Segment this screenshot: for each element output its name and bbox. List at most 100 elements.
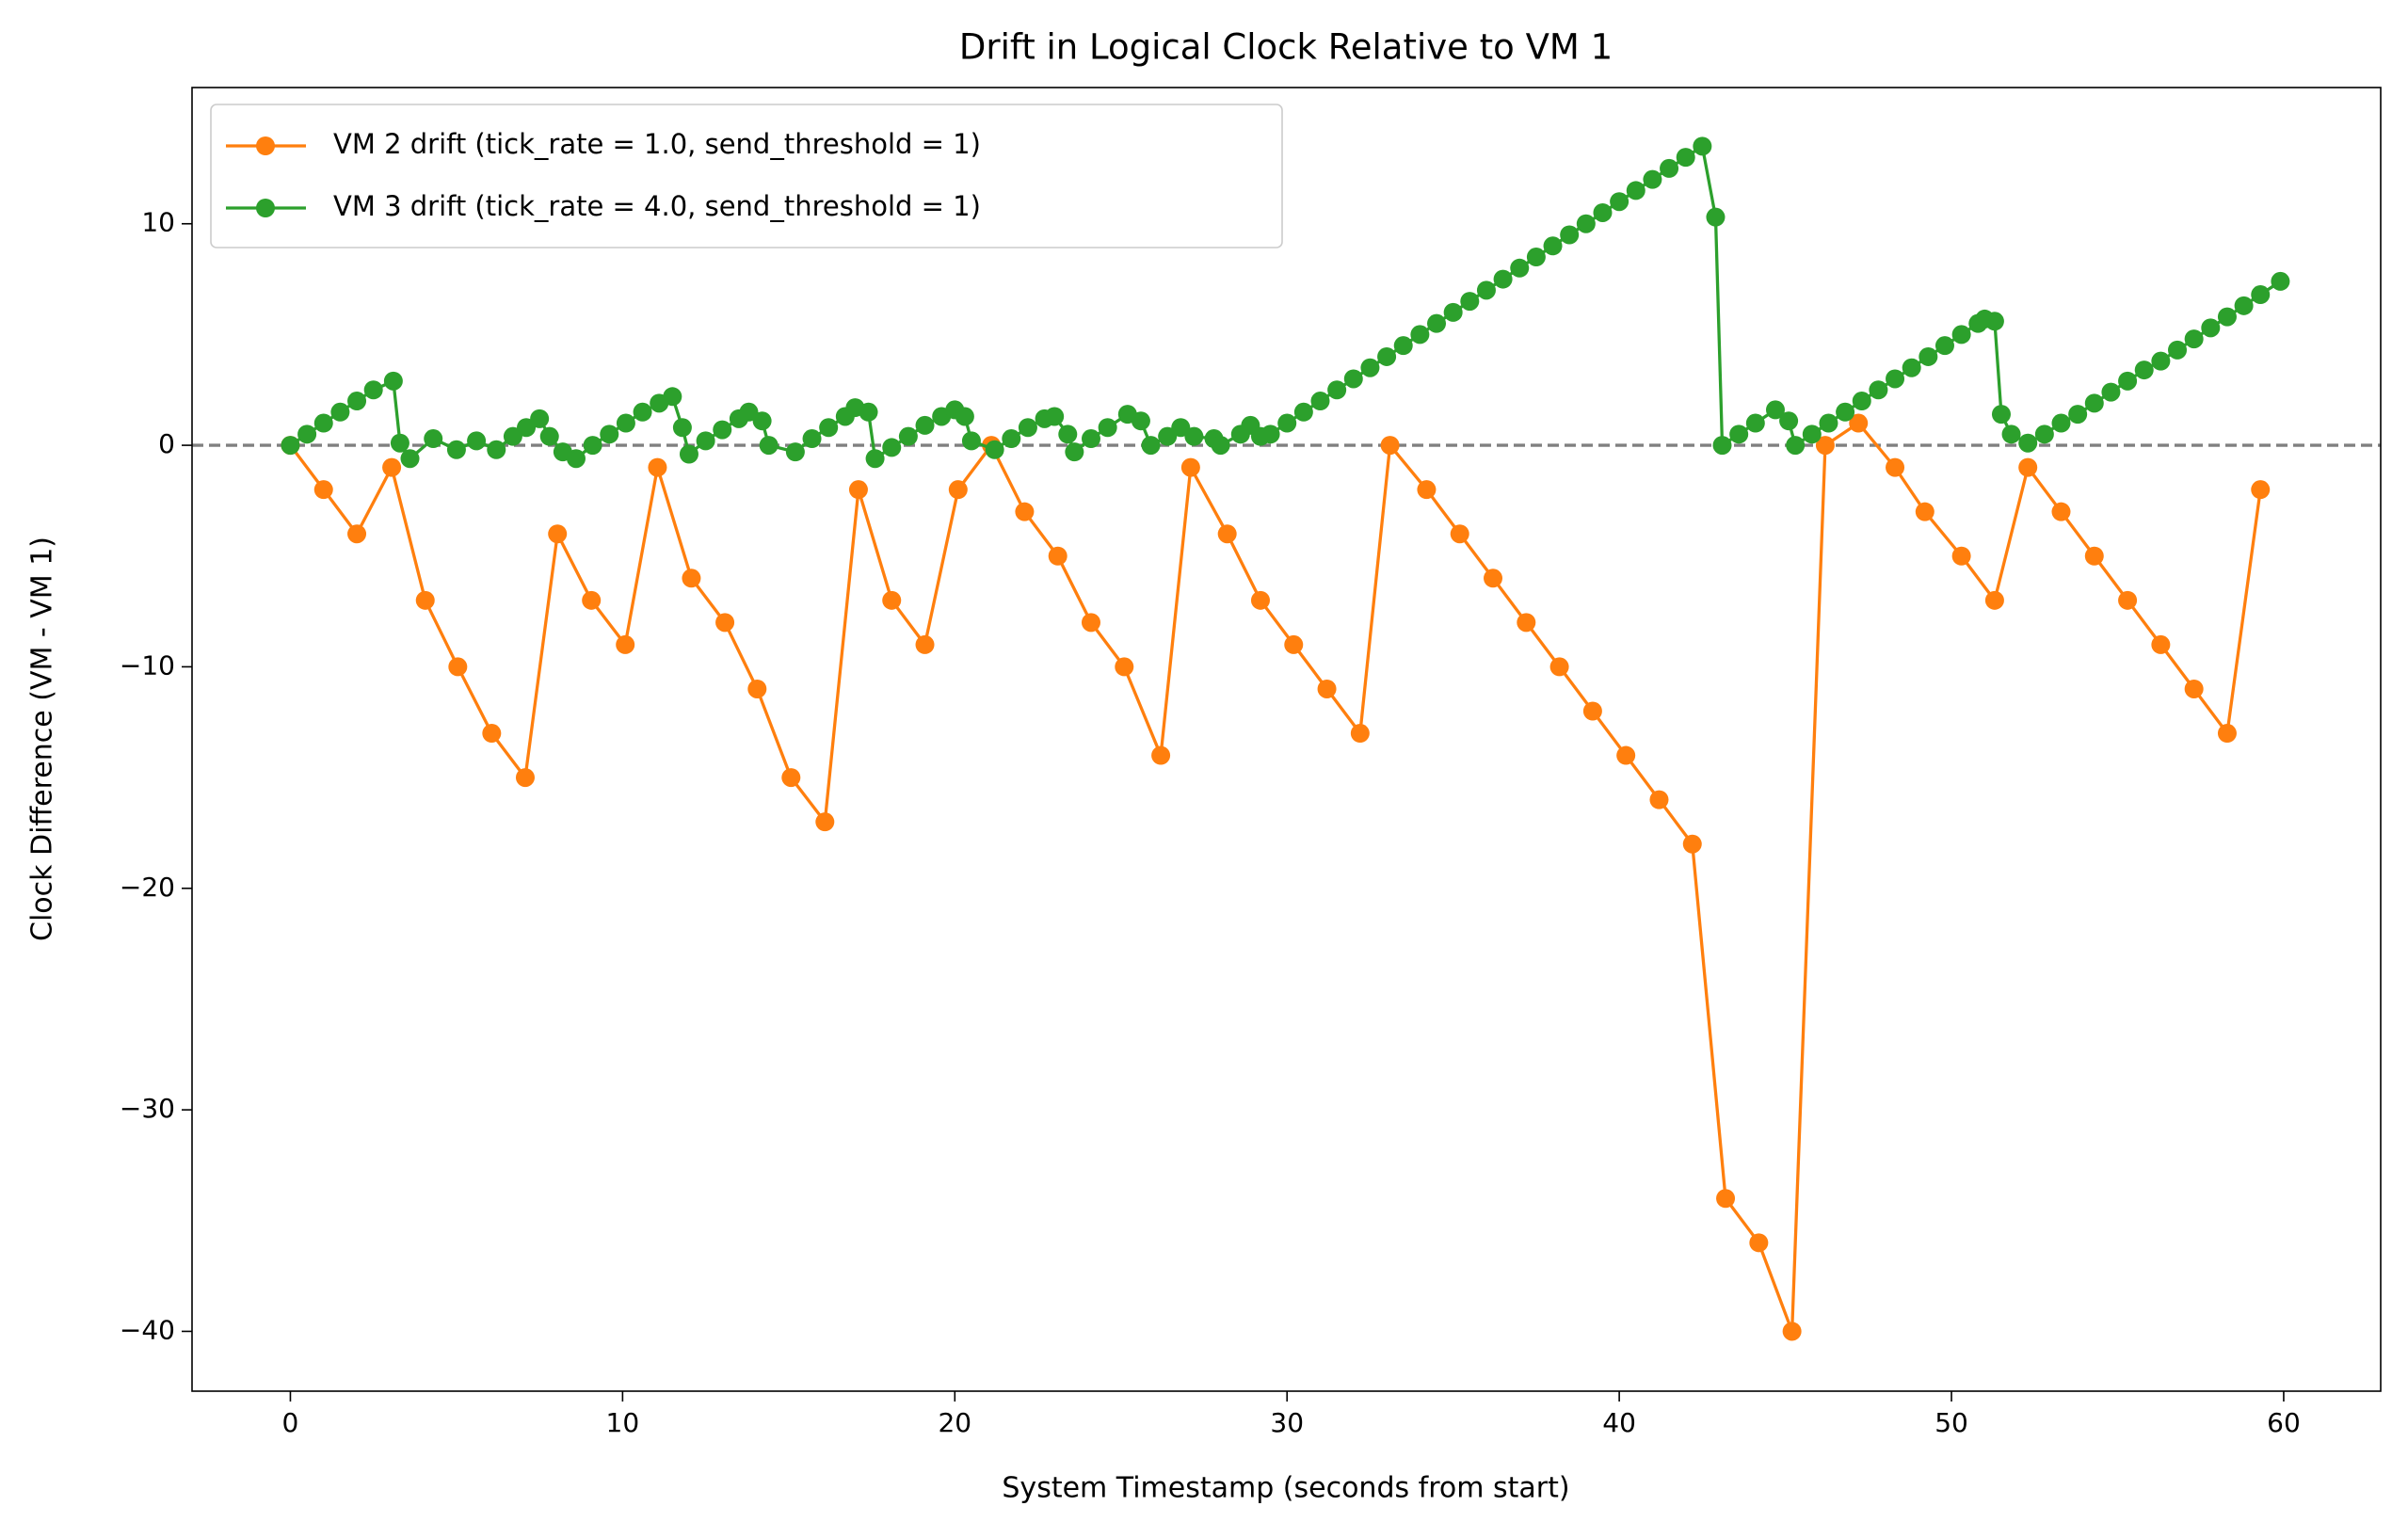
data-point [1934, 336, 1954, 356]
data-point [1460, 292, 1480, 312]
data-point [1131, 411, 1150, 431]
data-point [672, 418, 692, 438]
data-point [1819, 413, 1838, 433]
data-point [739, 402, 759, 422]
data-point [530, 409, 550, 428]
data-point [898, 426, 918, 446]
data-point [297, 425, 317, 444]
data-point [915, 415, 935, 435]
data-point [1427, 313, 1447, 333]
data-point [616, 634, 635, 654]
data-point [2084, 393, 2104, 413]
data-point [1002, 429, 1021, 449]
data-point [679, 444, 698, 464]
data-point [1836, 402, 1855, 422]
data-point [2068, 405, 2088, 425]
data-point [1593, 202, 1613, 222]
data-point [1576, 214, 1596, 233]
data-point [1098, 418, 1117, 438]
x-tick-label: 60 [2267, 1407, 2301, 1438]
data-point [2271, 271, 2290, 291]
data-point [448, 657, 468, 677]
x-tick-label: 30 [1270, 1407, 1304, 1438]
data-point [648, 457, 667, 477]
data-point [1493, 269, 1513, 289]
data-point [1951, 325, 1971, 344]
data-point [1158, 426, 1178, 446]
data-point [1250, 590, 1270, 610]
data-point [1984, 590, 2004, 610]
data-point [1852, 392, 1871, 411]
data-point [347, 524, 367, 544]
data-point [752, 411, 772, 431]
data-point [955, 407, 974, 426]
data-point [1682, 834, 1702, 854]
data-point [487, 440, 506, 459]
data-point [915, 634, 935, 654]
data-point [2151, 634, 2171, 654]
data-point [1293, 402, 1313, 422]
legend-box [210, 104, 1283, 248]
data-point [633, 402, 652, 422]
data-point [1676, 148, 1695, 168]
data-point [313, 413, 333, 433]
data-point [583, 436, 602, 456]
data-point [382, 457, 402, 477]
data-point [802, 429, 822, 449]
data-point [1484, 569, 1503, 588]
data-point [330, 402, 350, 422]
data-point [1543, 236, 1563, 256]
data-point [2101, 382, 2121, 402]
data-point [1018, 418, 1037, 438]
data-point [882, 438, 902, 457]
data-point [1450, 524, 1469, 544]
series [281, 413, 2271, 1341]
data-point [1327, 380, 1347, 400]
data-point [1443, 302, 1463, 322]
x-tick-label: 10 [606, 1407, 640, 1438]
data-point [2217, 307, 2237, 327]
data-point [1048, 546, 1068, 566]
data-point [1991, 405, 2011, 425]
data-point [1649, 790, 1669, 809]
data-point [383, 371, 403, 391]
x-tick-label: 0 [282, 1407, 299, 1438]
y-tick-label: −10 [120, 649, 175, 681]
data-point [424, 429, 443, 449]
legend-label: VM 2 drift (tick_rate = 1.0, send_thresh… [333, 128, 981, 160]
legend-label: VM 3 drift (tick_rate = 4.0, send_thresh… [333, 190, 981, 222]
plot-frame [191, 87, 2382, 1392]
data-point [682, 569, 701, 588]
data-point [1869, 380, 1888, 400]
data-point [1284, 634, 1304, 654]
data-point [2217, 724, 2237, 744]
data-point [467, 431, 487, 451]
data-point [482, 724, 502, 744]
data-point [948, 480, 968, 500]
data-point [1045, 407, 1065, 426]
data-point [785, 442, 805, 462]
data-point [2251, 285, 2271, 305]
data-point [2034, 425, 2054, 444]
data-point [1716, 1189, 1736, 1209]
data-point [1393, 336, 1413, 356]
data-point [1849, 413, 1869, 433]
data-point [1065, 442, 1084, 462]
chart-title: Drift in Logical Clock Relative to VM 1 [959, 27, 1613, 68]
data-point [1765, 400, 1785, 420]
data-point [859, 402, 878, 422]
data-point [1260, 425, 1280, 444]
data-point [1171, 418, 1191, 438]
data-point [503, 426, 522, 446]
data-point [663, 387, 682, 407]
data-point [2051, 413, 2071, 433]
data-point [1151, 745, 1171, 765]
data-point [1706, 207, 1726, 227]
data-point [1610, 192, 1629, 212]
data-point [1517, 613, 1536, 633]
data-point [1141, 436, 1161, 456]
data-point [2251, 480, 2271, 500]
data-point [2184, 329, 2204, 349]
